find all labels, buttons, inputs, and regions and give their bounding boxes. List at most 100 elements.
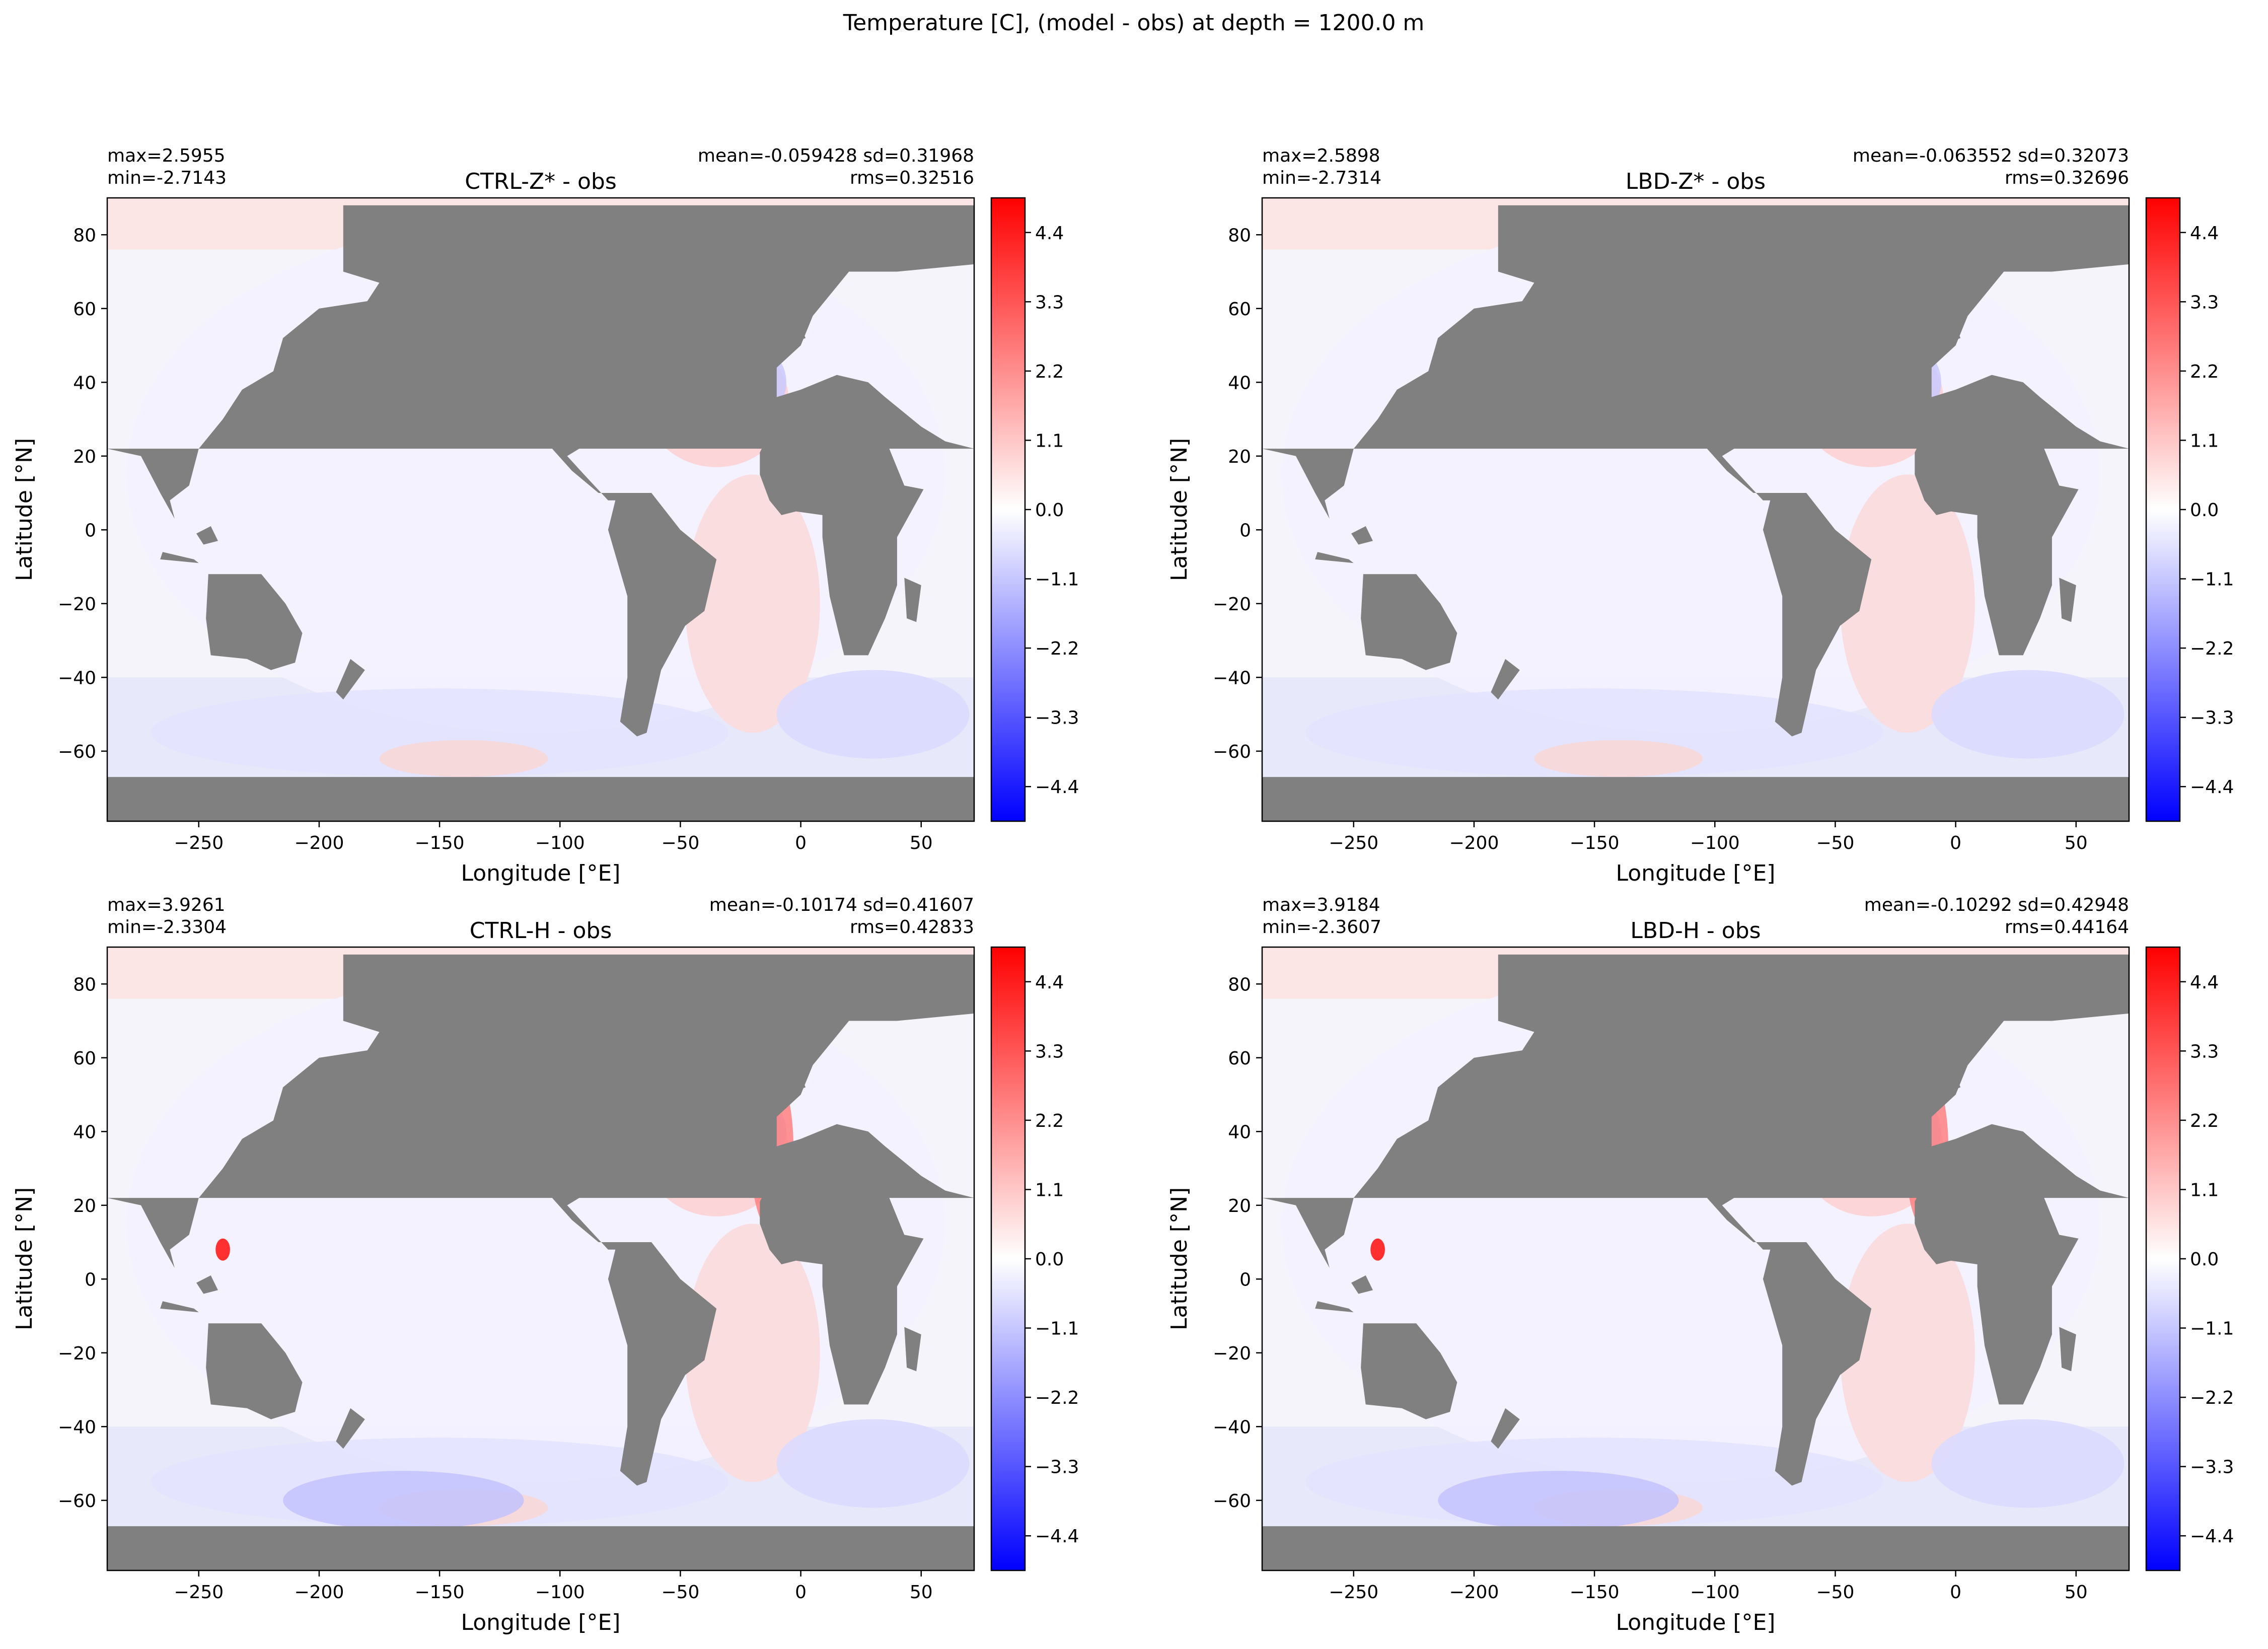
map-panel: −250 −200 −150 −100 −50 0 50 80 60 40 20 0 −20 −40 −60… <box>12 146 1079 886</box>
stats-rms: rms=0.44164 <box>2005 917 2129 938</box>
land-mask <box>786 1065 806 1095</box>
y-tick-label: −60 <box>1213 1491 1251 1512</box>
land-mask <box>107 777 974 821</box>
x-tick-label: −50 <box>661 833 699 853</box>
colorbar-tick-label: −4.4 <box>1035 777 1079 798</box>
axes-frame <box>1261 946 2130 1571</box>
x-tick-label: −250 <box>174 833 224 853</box>
x-tick-label: −150 <box>415 833 465 853</box>
land-mask <box>904 578 921 622</box>
x-tick-label: −200 <box>1449 833 1499 853</box>
colorbar-tick-label: 2.2 <box>1035 1111 1064 1131</box>
land-mask <box>786 316 806 345</box>
anomaly-patch <box>1305 688 1884 777</box>
colorbar-tick-label: 2.2 <box>1035 362 1064 382</box>
anomaly-patch <box>1840 474 1975 733</box>
land-mask <box>107 1526 974 1570</box>
land-mask <box>206 574 303 670</box>
land-mask <box>904 1327 921 1372</box>
land-mask <box>107 205 974 519</box>
land-mask <box>2059 578 2076 622</box>
x-tick-label: −50 <box>661 1582 699 1603</box>
x-tick-label: −250 <box>1329 1582 1378 1603</box>
colorbar-tick-label: −2.2 <box>2190 1388 2234 1408</box>
land-mask <box>1315 1301 1354 1313</box>
axes-frame <box>106 946 975 1571</box>
land-mask <box>1546 257 1872 737</box>
y-tick-label: 20 <box>1228 1196 1251 1216</box>
stats-mean-sd: mean=-0.10292 sd=0.42948 <box>1864 895 2129 915</box>
x-tick-label: −150 <box>415 1582 465 1603</box>
y-tick-label: 0 <box>85 520 96 541</box>
land-mask <box>1402 1124 1431 1158</box>
panel-title: CTRL-H - obs <box>470 918 612 944</box>
colorbar-tick-label: 1.1 <box>2190 1180 2219 1200</box>
anomaly-patch <box>1438 1471 1679 1530</box>
y-tick-label: −60 <box>58 1491 96 1512</box>
land-mask <box>247 375 276 408</box>
land-mask <box>1491 659 1520 700</box>
y-tick-label: −40 <box>1213 668 1251 688</box>
land-mask <box>391 1006 717 1486</box>
anomaly-patch <box>379 740 548 777</box>
x-tick-label: −50 <box>1816 1582 1854 1603</box>
y-tick-label: −60 <box>1213 742 1251 762</box>
land-mask <box>196 1275 218 1294</box>
y-tick-label: 80 <box>73 225 96 246</box>
anomaly-patch <box>1931 670 2125 759</box>
colorbar-tick-label: 0.0 <box>1035 500 1064 521</box>
land-mask <box>2059 1327 2076 1372</box>
y-tick-label: −40 <box>58 1417 96 1438</box>
anomaly-patch <box>1534 740 1703 777</box>
colorbar-tick-label: 3.3 <box>1035 1041 1064 1062</box>
x-tick-label: −100 <box>535 833 585 853</box>
anomaly-patch <box>776 670 970 759</box>
x-tick-label: −50 <box>1816 833 1854 853</box>
colorbar-tick-label: −4.4 <box>2190 777 2234 798</box>
colorbar-tick-label: 0.0 <box>2190 1249 2219 1270</box>
colorbar-tick-label: 2.2 <box>2190 362 2219 382</box>
land-mask <box>336 659 365 700</box>
map-field <box>1262 198 2129 821</box>
anomaly-patch <box>1931 1419 2125 1508</box>
land-mask <box>1315 552 1354 563</box>
x-tick-label: 0 <box>1950 833 1961 853</box>
stats-rms: rms=0.32696 <box>2005 168 2129 188</box>
anomaly-patch <box>685 1224 820 1482</box>
colorbar-tick-label: −1.1 <box>2190 1319 2234 1339</box>
x-tick-label: −200 <box>294 1582 344 1603</box>
land-mask <box>1546 1006 1872 1486</box>
land-mask <box>160 552 199 563</box>
stats-rms: rms=0.42833 <box>850 917 974 938</box>
x-tick-label: −100 <box>1690 1582 1740 1603</box>
land-mask <box>247 1124 276 1158</box>
panel-title: CTRL-Z* - obs <box>465 169 617 194</box>
x-axis-label: Longitude [°E] <box>1616 1610 1776 1635</box>
colorbar: 4.4 3.3 2.2 1.1 0.0 −1.1 −2.2 −3.3 −4.4 <box>2145 197 2234 822</box>
figure-suptitle: Temperature [C], (model - obs) at depth … <box>843 10 1425 36</box>
stats-rms: rms=0.32516 <box>850 168 974 188</box>
land-mask <box>1351 1275 1373 1294</box>
land-mask <box>760 393 924 656</box>
panel-title: LBD-Z* - obs <box>1626 169 1766 194</box>
map-panel: −250 −200 −150 −100 −50 0 50 80 60 40 20 0 −20 −40 −60… <box>1166 895 2234 1635</box>
land-mask <box>206 1323 303 1419</box>
y-tick-label: 0 <box>1239 520 1251 541</box>
colorbar-tick-label: 2.2 <box>2190 1111 2219 1131</box>
y-tick-label: 60 <box>73 1048 96 1069</box>
colorbar-tick-label: 1.1 <box>1035 1180 1064 1200</box>
land-mask <box>1915 1142 2079 1405</box>
colorbar-tick-label: 4.4 <box>2190 972 2219 993</box>
land-mask <box>160 1301 199 1313</box>
stats-min: min=-2.3607 <box>1262 917 1381 938</box>
map-field <box>107 947 974 1570</box>
colorbar-tick-label: −4.4 <box>1035 1526 1079 1547</box>
land-mask <box>391 257 717 737</box>
colorbar-tick-label: 1.1 <box>1035 431 1064 451</box>
y-axis-label: Latitude [°N] <box>12 1187 37 1330</box>
land-mask <box>1361 1323 1457 1419</box>
x-tick-label: 0 <box>1950 1582 1961 1603</box>
colorbar: 4.4 3.3 2.2 1.1 0.0 −1.1 −2.2 −3.3 −4.4 <box>990 197 1079 822</box>
x-tick-label: −150 <box>1570 833 1620 853</box>
axes-frame <box>106 197 975 822</box>
